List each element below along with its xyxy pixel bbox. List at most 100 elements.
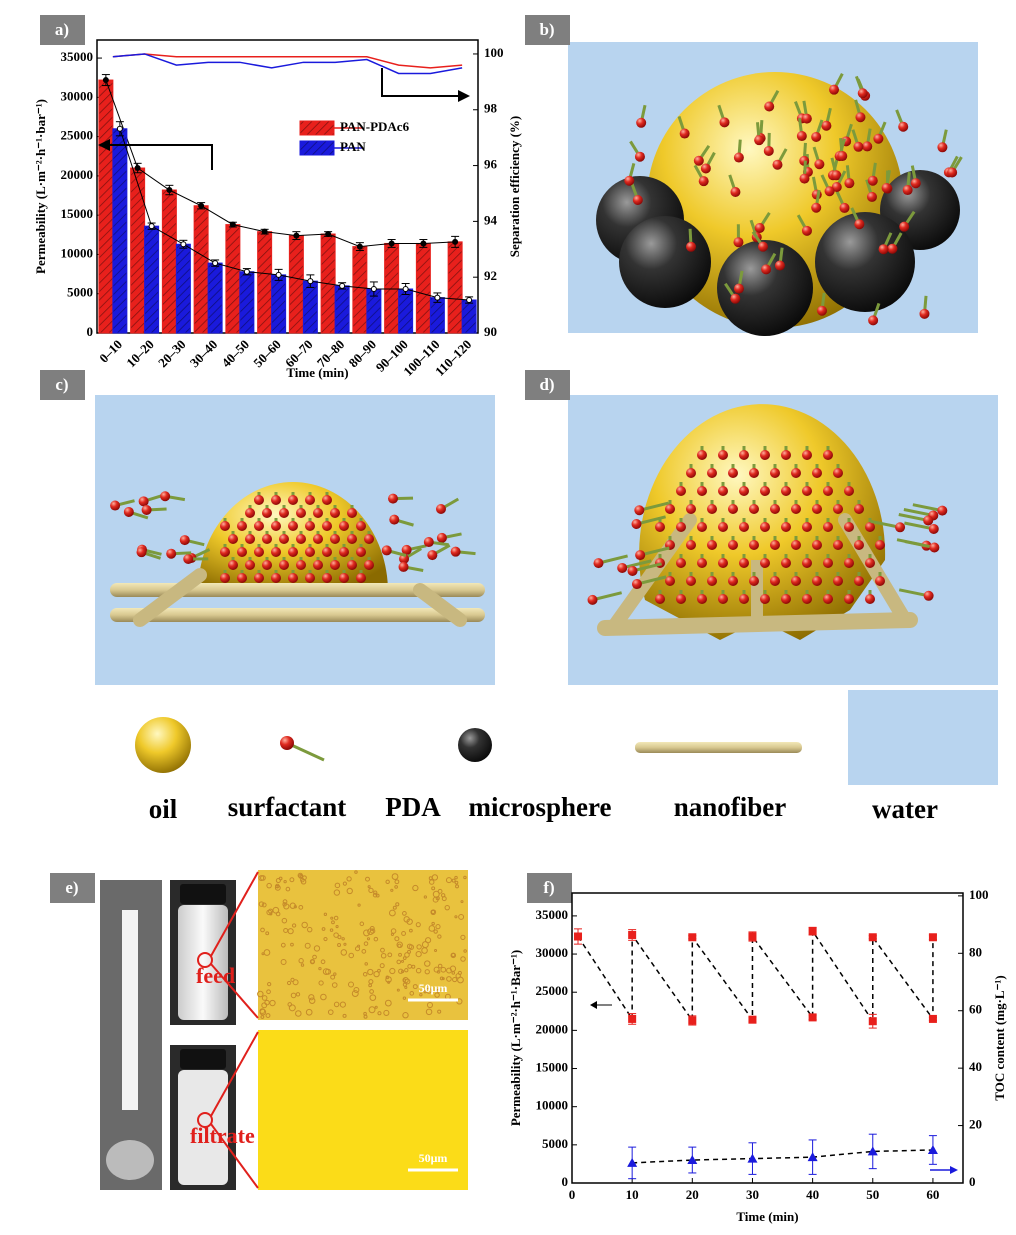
surfactant-head — [635, 152, 645, 162]
surfactant-head — [305, 521, 315, 531]
y-tick-label: 0 — [562, 1174, 569, 1189]
surfactant-head — [728, 540, 738, 550]
trend-marker — [276, 272, 281, 277]
y2-tick-label: 100 — [969, 887, 989, 902]
bar — [462, 300, 476, 333]
surfactant-head — [739, 594, 749, 604]
nanofiber — [110, 608, 485, 622]
trend-marker — [149, 224, 154, 229]
surfactant-head — [237, 521, 247, 531]
surfactant-head — [728, 576, 738, 586]
surfactant-head — [707, 468, 717, 478]
key-label: nanofiber — [674, 792, 787, 822]
surfactant-head — [947, 167, 957, 177]
surfactant-head — [271, 521, 281, 531]
surfactant-head — [899, 222, 909, 232]
bar — [99, 80, 113, 333]
surfactant-head — [802, 114, 812, 124]
x-tick-label: 50 — [866, 1187, 879, 1202]
surfactant-head — [812, 540, 822, 550]
y2-tick-label: 20 — [969, 1117, 982, 1132]
surfactant-head — [937, 142, 947, 152]
surfactant-head — [802, 594, 812, 604]
surfactant-head — [313, 534, 323, 544]
vial-cap — [180, 1049, 226, 1069]
filtrate-micrograph — [258, 1030, 468, 1190]
photo-label: feed — [196, 963, 235, 988]
surfactant-head — [697, 486, 707, 496]
surfactant-head — [730, 187, 740, 197]
surfactant-head — [865, 522, 875, 532]
legend-label: PAN-PDAc6 — [340, 119, 410, 134]
x-axis-label: Time (min) — [286, 365, 348, 380]
surfactant-head — [707, 504, 717, 514]
surfactant-head — [296, 534, 306, 544]
key-label: water — [872, 794, 938, 824]
surfactant-head — [718, 594, 728, 604]
surfactant-head — [844, 178, 854, 188]
bar — [416, 243, 430, 333]
surfactant-head — [855, 112, 865, 122]
trend-marker — [199, 203, 204, 208]
surfactant-head — [781, 486, 791, 496]
surfactant-head — [356, 547, 366, 557]
y2-tick-label: 92 — [484, 268, 497, 283]
surfactant-head — [749, 468, 759, 478]
surfactant-head — [858, 88, 868, 98]
bar — [194, 206, 208, 333]
x-tick-label: 20 — [686, 1187, 699, 1202]
surfactant-head — [686, 576, 696, 586]
surfactant-head — [854, 540, 864, 550]
surfactant-head — [730, 294, 740, 304]
surfactant-head — [734, 153, 744, 163]
y2-tick-label: 94 — [484, 212, 498, 227]
y-tick-label: 20000 — [536, 1021, 569, 1036]
x-axis-label: Time (min) — [736, 1209, 798, 1224]
y2-tick-label: 98 — [484, 101, 498, 116]
y2-tick-label: 0 — [969, 1174, 976, 1189]
surfactant-head — [288, 495, 298, 505]
surfactant-head — [937, 506, 947, 516]
pda-microsphere — [619, 216, 711, 308]
trend-marker — [117, 126, 122, 131]
surfactant-head — [802, 486, 812, 496]
surfactant-head — [382, 545, 392, 555]
trend-marker — [371, 287, 376, 292]
y-tick-label: 20000 — [61, 167, 94, 182]
marker — [809, 927, 817, 935]
surfactant-head — [882, 183, 892, 193]
surfactant-head — [228, 560, 238, 570]
legend-swatch — [300, 141, 334, 155]
legend-swatch — [300, 121, 334, 135]
trend-marker — [389, 241, 394, 246]
surfactant-head — [770, 504, 780, 514]
surfactant-head — [760, 450, 770, 460]
y2-axis-label: Separation efficiency (%) — [507, 116, 522, 258]
surfactant-head — [764, 102, 774, 112]
x-tick-label: 30 — [746, 1187, 759, 1202]
trend-marker — [467, 298, 472, 303]
surfactant-head — [686, 242, 696, 252]
surfactant-head — [718, 522, 728, 532]
surfactant-head — [791, 576, 801, 586]
surfactant-head — [749, 540, 759, 550]
surfactant-head — [701, 163, 711, 173]
x-tick-label: 30–40 — [187, 337, 221, 371]
surfactant-head — [347, 560, 357, 570]
trend-marker — [230, 222, 235, 227]
surfactant-head — [758, 242, 768, 252]
surfactant-head — [854, 504, 864, 514]
bar — [399, 289, 413, 333]
y-tick-label: 5000 — [67, 285, 93, 300]
bar — [448, 242, 462, 333]
surfactant-head — [237, 573, 247, 583]
surfactant-head — [183, 554, 193, 564]
surfactant-head — [823, 522, 833, 532]
surfactant-head — [424, 537, 434, 547]
surfactant-head — [823, 594, 833, 604]
y-tick-label: 25000 — [536, 983, 569, 998]
surfactant-head — [844, 558, 854, 568]
marker — [628, 931, 636, 939]
marker — [628, 1015, 636, 1023]
surfactant-head — [887, 244, 897, 254]
